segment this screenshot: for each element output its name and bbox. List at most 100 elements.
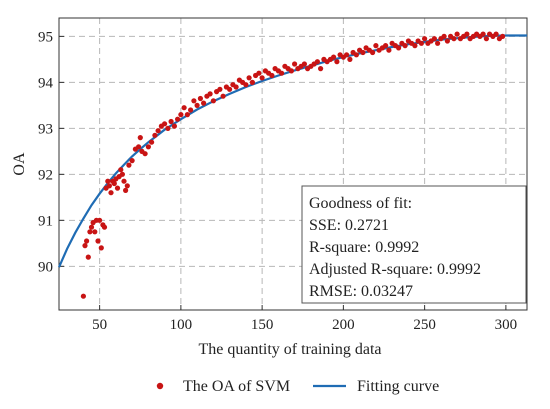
scatter-point <box>279 70 285 76</box>
scatter-point <box>194 102 200 108</box>
scatter-point <box>111 180 117 187</box>
scatter-point <box>85 254 91 260</box>
scatter-point <box>383 43 389 49</box>
y-axis-label: OA <box>11 152 28 176</box>
scatter-point <box>243 82 249 88</box>
scatter-point <box>412 43 418 49</box>
scatter-point <box>95 238 101 244</box>
scatter-point <box>344 52 350 58</box>
y-tick-label: 92 <box>38 167 53 183</box>
scatter-point <box>331 54 337 60</box>
plot-area <box>58 17 528 311</box>
scatter-point <box>233 84 239 90</box>
scatter-point <box>493 31 499 37</box>
x-tick-label: 150 <box>251 317 274 333</box>
x-tick-labels: 50 100 150 200 250 300 <box>92 317 517 333</box>
legend: The OA of SVM Fitting curve <box>156 378 439 395</box>
y-tick-label: 91 <box>38 213 53 229</box>
scatter-point <box>418 40 424 46</box>
scatter-point <box>334 59 340 65</box>
legend-scatter-label: The OA of SVM <box>183 378 290 395</box>
scatter-point <box>191 98 197 104</box>
scatter-point <box>114 185 121 191</box>
scatter-point <box>314 59 320 65</box>
scatter-point <box>152 132 158 138</box>
scatter-point <box>178 112 184 118</box>
scatter-point <box>386 47 392 53</box>
scatter-point <box>451 36 457 42</box>
y-tick-label: 94 <box>38 75 54 91</box>
scatter-point <box>197 95 203 102</box>
scatter-point <box>88 224 95 230</box>
scatter-point <box>118 167 124 173</box>
scatter-point <box>188 107 194 113</box>
scatter-point <box>444 38 450 44</box>
scatter-point <box>435 40 441 46</box>
x-axis-label: The quantity of training data <box>198 341 381 358</box>
scatter-point <box>165 125 171 131</box>
scatter-point <box>126 162 132 168</box>
scatter-point <box>422 36 428 42</box>
scatter-point <box>347 56 353 63</box>
scatter-point <box>105 178 111 184</box>
y-tick-label: 93 <box>38 121 53 137</box>
scatter-point <box>87 229 93 235</box>
x-tick-label: 100 <box>170 317 193 333</box>
scatter-point <box>402 43 408 49</box>
scatter-point <box>175 116 181 122</box>
scatter-point <box>249 79 255 85</box>
scatter-point <box>108 190 114 196</box>
legend-line-label: Fitting curve <box>357 378 439 395</box>
scatter-point <box>137 135 143 141</box>
x-tick-label: 200 <box>332 317 355 333</box>
scatter-point <box>162 121 168 127</box>
scatter-point <box>301 61 307 67</box>
scatter-point <box>121 178 127 184</box>
gof-adjusted-r-square: Adjusted R-square: 0.9992 <box>309 261 481 278</box>
gof-sse: SSE: 0.2721 <box>309 217 389 234</box>
scatter-point <box>142 151 148 157</box>
scatter-point <box>106 183 112 189</box>
scatter-point <box>145 144 151 150</box>
scatter-point <box>256 70 262 76</box>
gof-r-square: R-square: 0.9992 <box>309 239 419 256</box>
scatter-point <box>155 128 161 134</box>
scatter-point <box>207 91 213 97</box>
goodness-of-fit-box: Goodness of fit: SSE: 0.2721 R-square: 0… <box>301 185 527 304</box>
gof-rmse: RMSE: 0.03247 <box>309 283 413 300</box>
scatter-point <box>82 243 88 249</box>
goodness-of-fit-frame <box>301 185 527 304</box>
scatter-point <box>136 144 142 150</box>
legend-scatter-marker <box>156 382 164 390</box>
scatter-point <box>171 123 177 129</box>
scatter-point <box>123 187 129 193</box>
y-tick-label: 90 <box>38 259 53 275</box>
scatter-point <box>480 31 486 37</box>
scatter-point <box>201 100 207 106</box>
scatter-point <box>269 72 275 79</box>
scatter-point <box>318 66 324 72</box>
y-tick-labels: 90 91 92 93 94 95 <box>38 29 54 275</box>
scatter-point <box>246 75 252 81</box>
scatter-point <box>396 45 402 51</box>
x-tick-label: 250 <box>413 317 436 333</box>
scatter-point <box>97 217 103 223</box>
scatter-point <box>220 93 226 99</box>
scatter-point <box>210 98 216 104</box>
scatter-point <box>101 224 108 230</box>
scatter-point <box>129 158 135 164</box>
x-tick-label: 50 <box>92 317 107 333</box>
scatter-point <box>454 31 460 37</box>
scatter-point <box>259 75 265 81</box>
scatter-point <box>292 61 298 67</box>
scatter-point <box>84 238 90 244</box>
scatter-point <box>370 49 376 56</box>
scatter-point <box>80 293 86 299</box>
scatter-point <box>124 183 130 189</box>
scatter-point <box>500 33 506 40</box>
scatter-point <box>353 52 359 58</box>
scatter-point <box>288 68 294 74</box>
scatter-point <box>92 229 98 235</box>
scatter-point <box>373 43 379 49</box>
